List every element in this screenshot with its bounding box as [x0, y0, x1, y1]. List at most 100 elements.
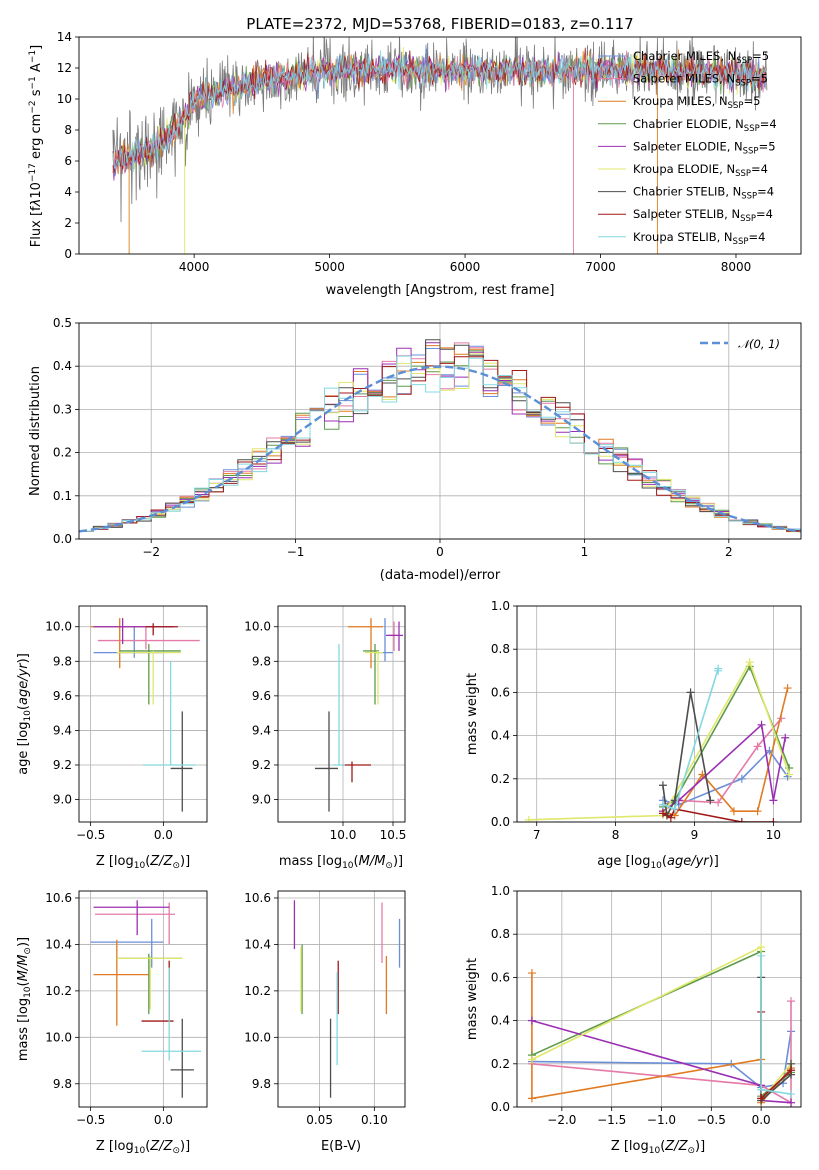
sfh-vs-metallicity-panel: Z [log10(Z/Z⊙)] mass weight −2.0 −1.5 −1.0…	[465, 884, 802, 1156]
age-vs-metallicity-panel: Z [log10(Z/Z⊙)] age [log10(age/yr)] −0.5…	[16, 605, 208, 871]
sfh-point-8	[757, 951, 766, 960]
residuals-ylabel: Normed distribution	[28, 366, 43, 496]
x-tick-label: 2	[725, 545, 733, 559]
sfh-point-5	[527, 1055, 536, 1064]
histogram-6	[79, 339, 801, 532]
errorbars	[90, 900, 202, 1098]
sfh-vs-age-panel: age [log10(age/yr)] mass weight 7 8 9 10 0.0…	[465, 599, 802, 871]
histogram-8	[79, 355, 801, 532]
sfh-point-8	[787, 1090, 796, 1099]
x-tick-label: 9	[691, 828, 699, 842]
legend-label: Kroupa STELIB, NSSP=4	[633, 230, 765, 247]
x-tick-label: −2.0	[547, 1113, 576, 1127]
sfh-point-8	[658, 800, 667, 809]
y-tick-label: 9.2	[53, 758, 72, 772]
sfh-point-6	[658, 781, 667, 790]
y-tick-label: 8	[64, 123, 72, 137]
y-tick-label: 0.2	[53, 446, 72, 460]
spectrum-legend: Chabrier MILES, NSSP=5 Salpeter MILES, NS…	[598, 49, 777, 247]
x-tick-label: 0.0	[154, 828, 173, 842]
sfh-lines	[527, 943, 796, 1107]
sfhage-xlabel: age [log10(age/yr)]	[597, 854, 719, 871]
sfh-point-7	[737, 818, 746, 822]
y-tick-label: 0.4	[53, 359, 72, 373]
x-tick-label: 0.10	[361, 1113, 388, 1127]
x-tick-label: 8	[612, 828, 620, 842]
sfh-point-4	[527, 1016, 536, 1025]
y-tick-label: 14	[57, 30, 72, 44]
y-tick-label: 0.3	[53, 402, 72, 416]
x-tick-label: 10	[766, 828, 781, 842]
sfhz-ylabel: mass weight	[465, 958, 480, 1040]
y-tick-label: 9.8	[252, 1077, 271, 1091]
axes-frame	[78, 36, 802, 255]
y-tick-label: 0.0	[491, 1100, 510, 1114]
errorbars	[90, 618, 200, 812]
errorbars	[293, 900, 401, 1098]
y-tick-label: 9.2	[252, 758, 271, 772]
y-tick-label: 1.0	[491, 599, 510, 613]
sfh-series-4	[662, 723, 786, 812]
y-tick-label: 9.8	[53, 654, 72, 668]
y-tick-label: 10.0	[244, 620, 271, 634]
legend-label: Kroupa MILES, NSSP=5	[633, 94, 760, 111]
y-tick-label: 10.0	[244, 1030, 271, 1044]
y-tick-label: 0.5	[53, 316, 72, 330]
sfh-point-8	[714, 666, 723, 675]
y-tick-label: 0.1	[53, 489, 72, 503]
sfh-point-2	[527, 969, 536, 978]
sfh-point-7	[787, 1066, 796, 1075]
y-tick-label: 0.0	[53, 532, 72, 546]
mass-vs-ebv-panel: E(B-V) 0.05 0.10 9.8 10.0 10.2 10.4 10.6	[244, 890, 406, 1154]
y-tick-label: 10.4	[45, 937, 72, 951]
y-tick-label: 9.6	[252, 689, 271, 703]
y-tick-label: 10.2	[45, 984, 72, 998]
legend-label: Salpeter ELODIE, NSSP=5	[633, 139, 776, 156]
sfh-point-7	[757, 1094, 766, 1103]
massz-xlabel: Z [log10(Z/Z⊙)]	[96, 1139, 190, 1156]
y-tick-label: 6	[64, 154, 72, 168]
y-tick-label: 0.8	[491, 927, 510, 941]
x-tick-label: −1	[287, 545, 305, 559]
axes-frame	[78, 322, 802, 540]
x-tick-label: 0	[436, 545, 444, 559]
sfh-series-7	[760, 1012, 792, 1101]
y-tick-label: 10.6	[244, 891, 271, 905]
x-tick-label: 7	[533, 828, 541, 842]
axes-frame	[277, 890, 406, 1108]
sfh-point-4	[769, 796, 778, 805]
sfh-point-2	[527, 1094, 536, 1103]
y-tick-label: 1.0	[491, 884, 510, 898]
x-tick-label: 10.0	[330, 828, 357, 842]
x-tick-label: −2	[142, 545, 160, 559]
y-tick-label: 0.6	[491, 685, 510, 699]
sfh-point-6	[686, 688, 695, 697]
spectrum-ylabel: Flux [fλ10−17 erg cm−2 s−1 A−1]	[28, 45, 44, 247]
y-tick-label: 0.8	[491, 642, 510, 656]
sfh-point-5	[757, 943, 766, 952]
y-tick-label: 9.6	[53, 689, 72, 703]
x-tick-label: 4000	[179, 260, 210, 274]
axes-frame	[277, 605, 406, 823]
legend-label: Chabrier ELODIE, NSSP=4	[633, 117, 777, 134]
x-tick-label: −1.5	[597, 1113, 626, 1127]
y-tick-label: 10.0	[45, 1030, 72, 1044]
y-tick-label: 2	[64, 216, 72, 230]
x-tick-label: −0.5	[76, 828, 105, 842]
y-tick-label: 0.4	[491, 1014, 510, 1028]
sfh-series-5	[528, 660, 790, 821]
sfh-point-2	[783, 684, 792, 693]
x-tick-label: 1	[581, 545, 589, 559]
massz-ylabel: mass [log10(M/M⊙)]	[16, 937, 33, 1061]
sfh-point-7	[658, 809, 667, 818]
axes-frame	[516, 605, 802, 823]
agez-ylabel: age [log10(age/yr)]	[16, 653, 33, 775]
y-tick-label: 9.8	[53, 1077, 72, 1091]
x-tick-label: 8000	[721, 260, 752, 274]
errorbars	[315, 618, 403, 812]
residuals-xlabel: (data-model)/error	[380, 568, 501, 583]
legend-label: Chabrier STELIB, NSSP=4	[633, 185, 774, 202]
sfh-point-8	[757, 1085, 766, 1094]
sfh-point-5	[785, 770, 794, 779]
